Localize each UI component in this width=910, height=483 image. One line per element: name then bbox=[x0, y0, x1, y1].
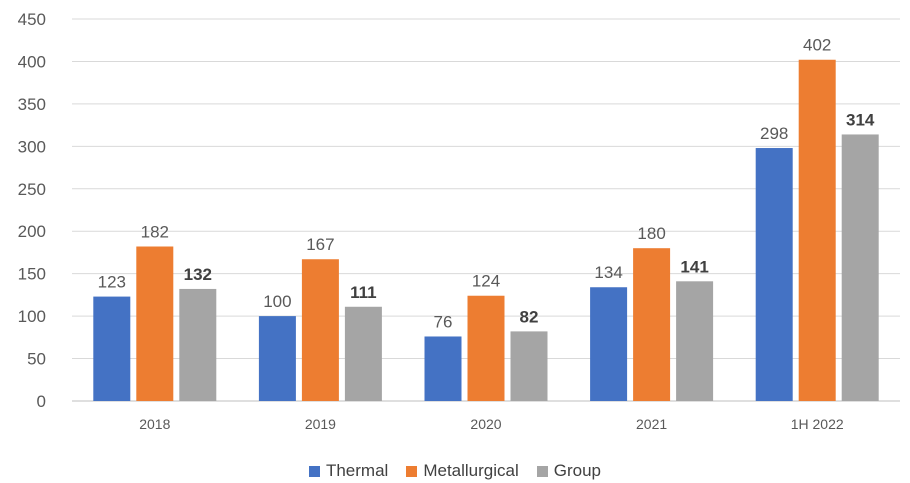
y-tick-label: 200 bbox=[18, 222, 46, 241]
bar-group bbox=[841, 134, 879, 401]
data-label-metallurgical: 180 bbox=[637, 224, 665, 243]
y-tick-label: 50 bbox=[27, 350, 46, 369]
y-axis: 0 50 100 150 200 250 300 350 400 450 bbox=[18, 10, 46, 411]
legend-label-group: Group bbox=[553, 461, 602, 480]
y-tick-label: 450 bbox=[18, 10, 46, 29]
data-label-metallurgical: 167 bbox=[306, 235, 334, 254]
legend-swatch-group bbox=[536, 465, 548, 477]
data-label-thermal: 100 bbox=[263, 292, 291, 311]
x-tick-label: 2021 bbox=[636, 416, 667, 432]
data-label-thermal: 298 bbox=[760, 124, 788, 143]
data-label-thermal: 123 bbox=[98, 273, 126, 292]
data-label-group: 132 bbox=[184, 265, 212, 284]
bar-metallurgical bbox=[633, 248, 671, 401]
data-label-metallurgical: 124 bbox=[472, 272, 500, 291]
bar-thermal bbox=[424, 336, 462, 401]
data-label-group: 314 bbox=[846, 110, 875, 129]
data-label-thermal: 134 bbox=[594, 263, 622, 282]
data-label-metallurgical: 402 bbox=[803, 36, 831, 55]
legend-item-group: Group bbox=[536, 461, 602, 481]
legend-label-metallurgical: Metallurgical bbox=[423, 461, 519, 480]
legend-item-metallurgical: Metallurgical bbox=[406, 461, 519, 481]
x-axis: 2018 2019 2020 2021 1H 2022 bbox=[139, 416, 844, 432]
y-tick-label: 400 bbox=[18, 52, 46, 71]
x-tick-label: 2018 bbox=[139, 416, 170, 432]
bar-series bbox=[93, 59, 879, 401]
bar-thermal bbox=[93, 296, 131, 401]
legend: Thermal Metallurgical Group bbox=[0, 461, 910, 481]
bar-group bbox=[179, 288, 217, 401]
bar-metallurgical bbox=[467, 295, 505, 401]
y-tick-label: 150 bbox=[18, 265, 46, 284]
y-tick-label: 350 bbox=[18, 95, 46, 114]
bar-group bbox=[510, 331, 548, 401]
x-tick-label: 2019 bbox=[305, 416, 336, 432]
bar-group bbox=[676, 281, 714, 401]
bar-metallurgical bbox=[136, 246, 174, 401]
x-tick-label: 1H 2022 bbox=[791, 416, 844, 432]
x-tick-label: 2020 bbox=[470, 416, 501, 432]
data-label-thermal: 76 bbox=[434, 312, 453, 331]
bar-metallurgical bbox=[798, 59, 836, 401]
data-label-metallurgical: 182 bbox=[141, 223, 169, 242]
y-tick-label: 0 bbox=[37, 392, 46, 411]
bar-thermal bbox=[755, 148, 793, 401]
y-tick-label: 250 bbox=[18, 180, 46, 199]
y-tick-label: 300 bbox=[18, 137, 46, 156]
legend-label-thermal: Thermal bbox=[325, 461, 389, 480]
bar-thermal bbox=[590, 287, 628, 401]
legend-swatch-thermal bbox=[308, 465, 320, 477]
y-tick-label: 100 bbox=[18, 307, 46, 326]
bar-group bbox=[344, 306, 382, 401]
bar-thermal bbox=[258, 316, 296, 401]
legend-swatch-metallurgical bbox=[406, 465, 418, 477]
data-label-group: 82 bbox=[520, 307, 539, 326]
data-label-group: 141 bbox=[680, 257, 708, 276]
data-labels: 123 182 132 100 167 111 76 124 82 134 180 141 298 402… bbox=[98, 36, 875, 332]
bar-metallurgical bbox=[301, 259, 339, 401]
data-label-group: 111 bbox=[350, 283, 377, 302]
legend-item-thermal: Thermal bbox=[308, 461, 389, 481]
